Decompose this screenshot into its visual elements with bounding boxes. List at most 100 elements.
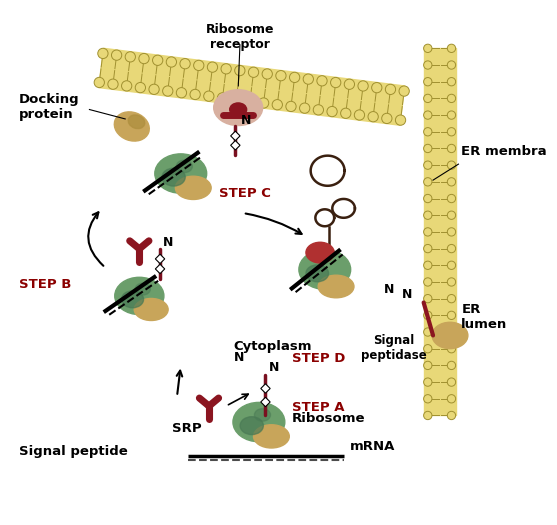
Circle shape: [447, 395, 456, 403]
Circle shape: [108, 79, 118, 89]
Circle shape: [231, 94, 241, 104]
Ellipse shape: [306, 265, 329, 282]
Polygon shape: [231, 131, 240, 141]
Text: SRP: SRP: [172, 423, 201, 435]
Ellipse shape: [318, 275, 354, 298]
Text: STEP B: STEP B: [19, 278, 71, 291]
Polygon shape: [261, 384, 270, 393]
Circle shape: [149, 84, 159, 94]
Circle shape: [135, 82, 145, 93]
Text: Cytoplasm: Cytoplasm: [233, 340, 312, 353]
Circle shape: [447, 111, 456, 119]
Circle shape: [424, 78, 432, 86]
Circle shape: [447, 361, 456, 370]
Ellipse shape: [134, 298, 168, 320]
Circle shape: [395, 115, 405, 125]
Circle shape: [276, 70, 286, 81]
Circle shape: [447, 78, 456, 86]
Circle shape: [424, 245, 432, 253]
Circle shape: [358, 81, 368, 91]
Circle shape: [447, 278, 456, 286]
Circle shape: [447, 228, 456, 236]
Circle shape: [234, 66, 245, 76]
Text: N: N: [241, 113, 251, 127]
Ellipse shape: [306, 242, 334, 263]
Circle shape: [424, 261, 432, 269]
Circle shape: [258, 98, 268, 108]
Circle shape: [424, 311, 432, 320]
Circle shape: [190, 89, 201, 100]
Circle shape: [344, 79, 355, 89]
Text: N: N: [233, 351, 244, 364]
Text: mRNA: mRNA: [350, 440, 395, 453]
Circle shape: [153, 55, 163, 66]
Ellipse shape: [255, 408, 271, 421]
Circle shape: [313, 104, 324, 115]
Ellipse shape: [115, 277, 164, 314]
Circle shape: [424, 161, 432, 169]
Circle shape: [121, 81, 132, 91]
Polygon shape: [99, 48, 405, 125]
Circle shape: [424, 361, 432, 370]
Circle shape: [424, 111, 432, 119]
Circle shape: [163, 86, 173, 96]
Circle shape: [204, 91, 214, 101]
Circle shape: [447, 44, 456, 52]
Circle shape: [354, 110, 365, 120]
Ellipse shape: [299, 250, 351, 289]
Circle shape: [139, 54, 149, 64]
Circle shape: [424, 211, 432, 219]
Circle shape: [180, 59, 190, 69]
Circle shape: [245, 96, 255, 107]
Ellipse shape: [240, 417, 263, 435]
Circle shape: [368, 111, 378, 122]
Circle shape: [424, 278, 432, 286]
Circle shape: [217, 93, 228, 103]
Bar: [424, 48, 456, 415]
Circle shape: [447, 194, 456, 203]
Polygon shape: [155, 254, 165, 264]
Circle shape: [111, 50, 122, 60]
Circle shape: [424, 295, 432, 303]
Circle shape: [447, 211, 456, 219]
Circle shape: [207, 62, 218, 72]
Ellipse shape: [128, 115, 145, 129]
Circle shape: [177, 88, 187, 98]
Ellipse shape: [135, 283, 150, 295]
Circle shape: [424, 378, 432, 386]
Circle shape: [424, 128, 432, 136]
Circle shape: [447, 161, 456, 169]
Circle shape: [424, 344, 432, 353]
Circle shape: [98, 48, 108, 59]
Ellipse shape: [114, 112, 149, 141]
Circle shape: [166, 57, 177, 67]
Circle shape: [290, 72, 300, 82]
Circle shape: [317, 76, 327, 86]
Circle shape: [424, 411, 432, 419]
Circle shape: [447, 61, 456, 69]
Circle shape: [300, 103, 310, 113]
Circle shape: [424, 328, 432, 336]
Ellipse shape: [253, 425, 289, 448]
Text: N: N: [384, 283, 394, 296]
Ellipse shape: [175, 176, 211, 200]
Circle shape: [424, 94, 432, 102]
Circle shape: [286, 101, 296, 112]
Ellipse shape: [432, 322, 468, 349]
Circle shape: [447, 344, 456, 353]
Text: N: N: [163, 236, 173, 249]
Text: Signal peptide: Signal peptide: [19, 445, 128, 458]
Circle shape: [424, 61, 432, 69]
Circle shape: [272, 100, 282, 110]
Circle shape: [424, 144, 432, 153]
Ellipse shape: [233, 402, 285, 442]
Circle shape: [385, 84, 395, 94]
Circle shape: [447, 295, 456, 303]
Circle shape: [382, 113, 392, 123]
Circle shape: [447, 177, 456, 186]
Circle shape: [447, 261, 456, 269]
Circle shape: [221, 64, 231, 74]
Circle shape: [424, 395, 432, 403]
Text: Signal
peptidase: Signal peptidase: [360, 334, 426, 362]
Text: Docking
protein: Docking protein: [19, 92, 80, 121]
